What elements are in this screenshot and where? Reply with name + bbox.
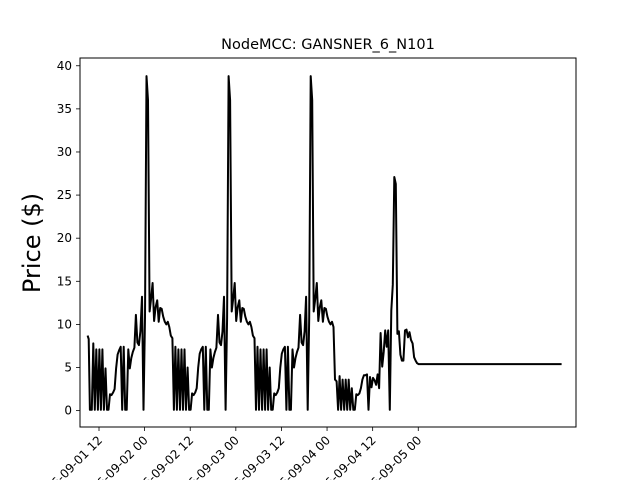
y-axis-label: Price ($)	[18, 193, 46, 293]
y-tick-label: 0	[64, 404, 72, 418]
chart-title: NodeMCC: GANSNER_6_N101	[221, 37, 435, 53]
y-tick-label: 15	[57, 274, 72, 288]
y-tick-label: 30	[57, 145, 72, 159]
x-tick-label: 2016-09-01 12	[32, 433, 105, 480]
price-series-line	[86, 75, 562, 411]
y-tick-label: 5	[64, 361, 72, 375]
y-tick-label: 40	[57, 59, 72, 73]
y-axis-ticks: 0 5 10 15 20 25 30 35 40	[57, 59, 80, 418]
plot-area-frame	[79, 57, 577, 428]
y-tick-label: 10	[57, 317, 72, 331]
y-tick-label: 35	[57, 102, 72, 116]
y-tick-label: 20	[57, 231, 72, 245]
y-tick-label: 25	[57, 188, 72, 202]
